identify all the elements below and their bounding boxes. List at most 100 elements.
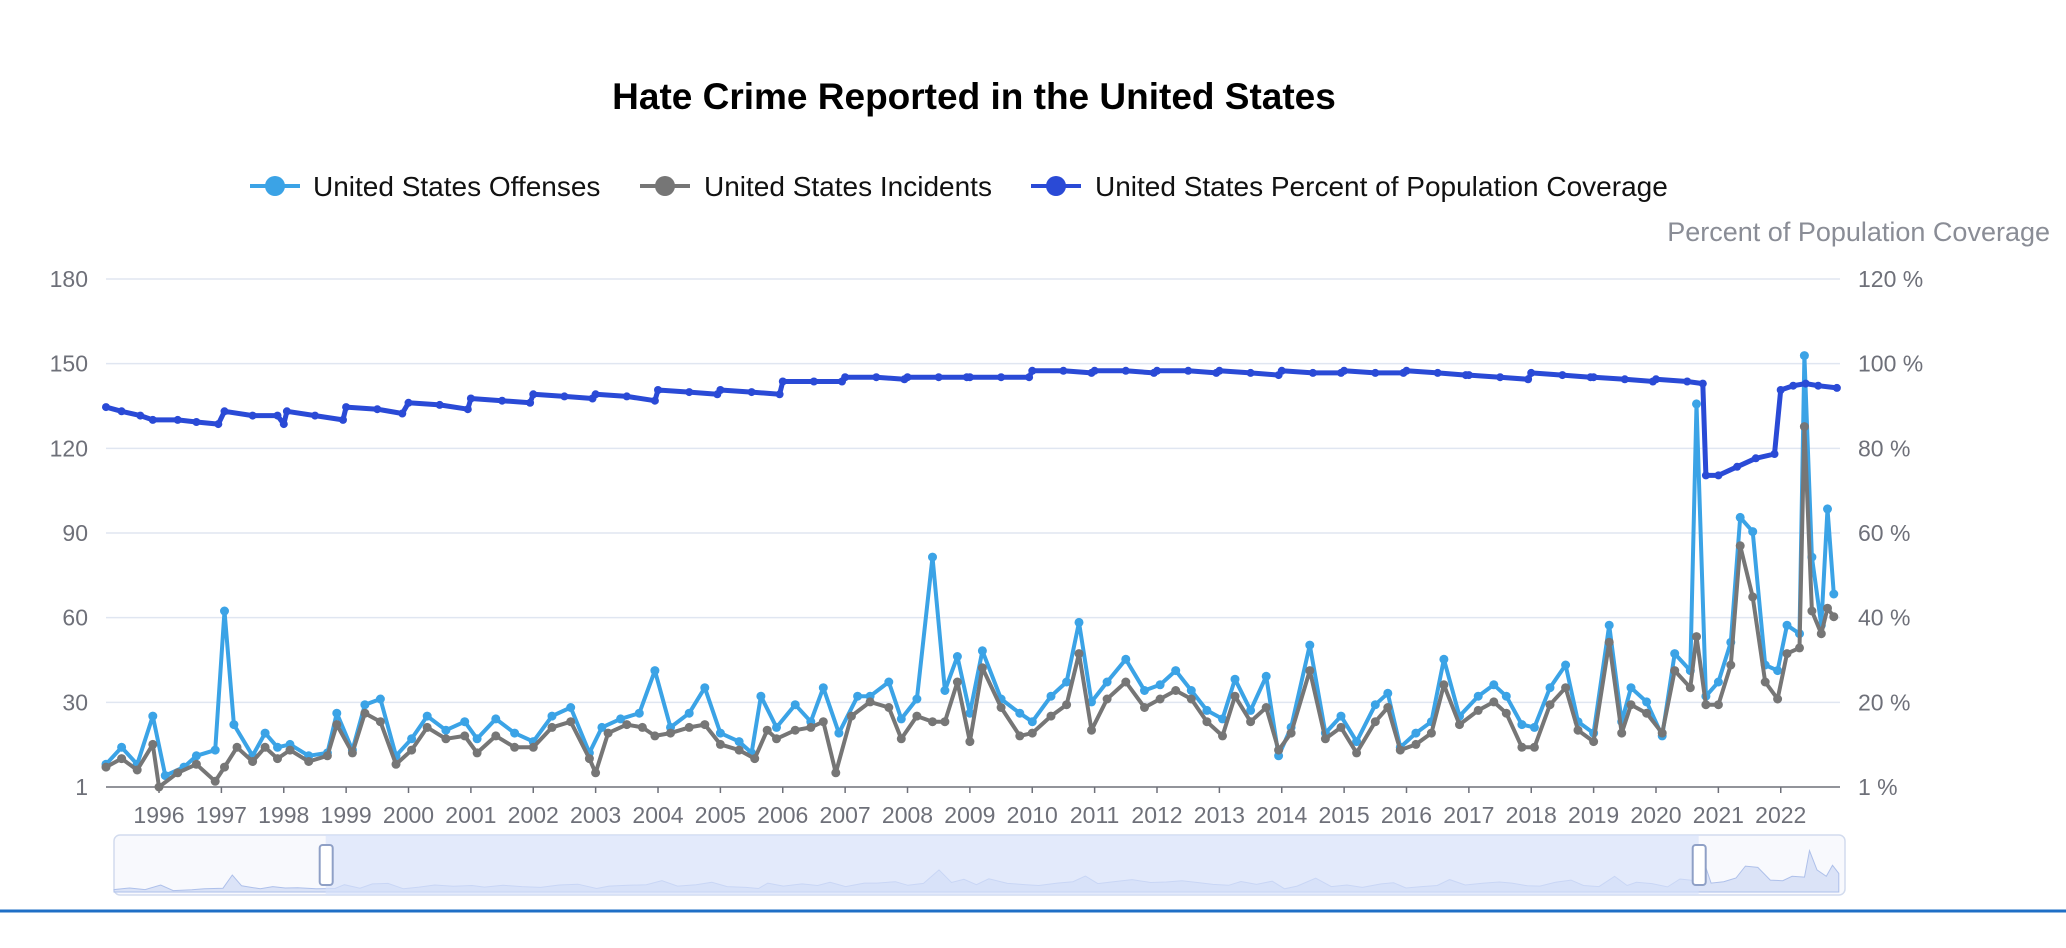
data-point-offenses[interactable]: [1336, 711, 1346, 721]
data-point-coverage[interactable]: [747, 388, 756, 397]
data-point-incidents[interactable]: [1230, 691, 1240, 701]
data-point-incidents[interactable]: [547, 722, 557, 732]
data-point-incidents[interactable]: [1305, 666, 1315, 676]
data-point-offenses[interactable]: [1155, 680, 1165, 690]
data-zoom-slider[interactable]: [113, 834, 1846, 896]
data-point-incidents[interactable]: [1795, 643, 1804, 653]
data-point-incidents[interactable]: [1062, 700, 1072, 710]
data-point-offenses[interactable]: [650, 666, 660, 676]
data-point-offenses[interactable]: [684, 708, 694, 718]
data-point-incidents[interactable]: [1383, 703, 1393, 712]
data-point-coverage[interactable]: [775, 390, 784, 399]
data-point-offenses[interactable]: [117, 742, 127, 752]
data-point-offenses[interactable]: [510, 728, 520, 738]
data-point-coverage[interactable]: [1340, 366, 1349, 375]
data-point-incidents[interactable]: [528, 742, 538, 752]
data-point-coverage[interactable]: [1059, 366, 1068, 375]
data-point-incidents[interactable]: [117, 754, 127, 764]
data-point-incidents[interactable]: [1411, 739, 1421, 749]
data-point-incidents[interactable]: [1439, 680, 1449, 690]
data-point-incidents[interactable]: [1604, 637, 1614, 647]
data-point-coverage[interactable]: [1184, 366, 1193, 375]
data-point-incidents[interactable]: [1816, 629, 1826, 639]
data-point-incidents[interactable]: [391, 759, 401, 769]
data-point-incidents[interactable]: [584, 754, 594, 764]
data-point-incidents[interactable]: [1626, 700, 1636, 710]
data-point-incidents[interactable]: [460, 731, 470, 741]
data-point-incidents[interactable]: [1286, 728, 1296, 738]
data-point-coverage[interactable]: [1371, 368, 1380, 377]
data-point-coverage[interactable]: [498, 396, 507, 405]
data-point-incidents[interactable]: [1102, 694, 1112, 704]
data-point-incidents[interactable]: [1015, 731, 1025, 741]
data-point-offenses[interactable]: [1439, 654, 1449, 664]
data-point-offenses[interactable]: [1370, 700, 1380, 710]
data-point-incidents[interactable]: [1140, 703, 1149, 712]
data-point-offenses[interactable]: [1218, 714, 1227, 724]
data-point-incidents[interactable]: [884, 703, 894, 712]
data-point-incidents[interactable]: [472, 748, 482, 758]
data-point-coverage[interactable]: [148, 415, 157, 424]
data-point-coverage[interactable]: [1527, 368, 1536, 377]
data-point-coverage[interactable]: [404, 398, 413, 407]
data-point-offenses[interactable]: [834, 728, 844, 738]
data-point-incidents[interactable]: [360, 708, 370, 718]
data-point-coverage[interactable]: [192, 418, 201, 426]
data-point-coverage[interactable]: [650, 396, 659, 405]
data-point-offenses[interactable]: [1561, 660, 1571, 670]
data-point-offenses[interactable]: [1529, 722, 1539, 732]
data-point-incidents[interactable]: [1455, 720, 1464, 730]
data-point-incidents[interactable]: [1773, 694, 1783, 704]
legend-item-offenses[interactable]: United States Offenses: [250, 171, 600, 202]
data-point-coverage[interactable]: [1153, 366, 1161, 375]
data-point-coverage[interactable]: [716, 386, 725, 394]
data-point-coverage[interactable]: [997, 373, 1006, 382]
data-point-offenses[interactable]: [634, 708, 644, 718]
data-point-coverage[interactable]: [220, 407, 229, 416]
data-point-offenses[interactable]: [260, 728, 270, 738]
data-point-incidents[interactable]: [965, 737, 975, 747]
slider-selected-range[interactable]: [325, 835, 1699, 895]
data-point-incidents[interactable]: [818, 717, 828, 727]
data-point-offenses[interactable]: [422, 711, 432, 721]
data-point-incidents[interactable]: [154, 782, 164, 792]
data-point-incidents[interactable]: [1748, 592, 1758, 602]
data-point-incidents[interactable]: [191, 759, 201, 769]
data-point-coverage[interactable]: [1558, 371, 1567, 380]
data-point-coverage[interactable]: [1814, 381, 1823, 390]
data-point-coverage[interactable]: [903, 373, 912, 382]
data-point-incidents[interactable]: [304, 757, 314, 766]
data-point-coverage[interactable]: [463, 405, 472, 414]
data-point-coverage[interactable]: [1652, 375, 1660, 384]
data-point-incidents[interactable]: [1155, 694, 1165, 704]
data-point-offenses[interactable]: [472, 734, 482, 744]
data-point-incidents[interactable]: [1799, 422, 1809, 432]
data-point-incidents[interactable]: [1320, 734, 1330, 744]
data-point-incidents[interactable]: [940, 717, 950, 727]
data-point-coverage[interactable]: [1832, 383, 1841, 392]
data-point-offenses[interactable]: [210, 745, 220, 755]
data-point-offenses[interactable]: [1121, 654, 1131, 664]
data-point-offenses[interactable]: [597, 722, 607, 732]
data-point-incidents[interactable]: [285, 745, 295, 755]
data-point-incidents[interactable]: [210, 776, 220, 786]
data-point-coverage[interactable]: [654, 386, 662, 394]
data-point-incidents[interactable]: [1760, 677, 1770, 687]
data-point-offenses[interactable]: [884, 677, 894, 687]
data-point-incidents[interactable]: [1274, 745, 1284, 755]
data-point-offenses[interactable]: [332, 708, 342, 718]
data-point-offenses[interactable]: [1713, 677, 1723, 687]
data-point-offenses[interactable]: [1015, 708, 1025, 718]
data-point-incidents[interactable]: [750, 754, 760, 764]
data-point-coverage[interactable]: [1524, 375, 1533, 384]
data-point-offenses[interactable]: [1140, 686, 1149, 695]
data-point-incidents[interactable]: [1685, 683, 1695, 693]
data-point-coverage[interactable]: [1770, 450, 1779, 458]
data-point-incidents[interactable]: [332, 720, 342, 730]
data-point-coverage[interactable]: [466, 394, 475, 403]
data-point-offenses[interactable]: [928, 552, 937, 562]
data-point-offenses[interactable]: [1545, 683, 1555, 693]
data-point-offenses[interactable]: [441, 725, 451, 735]
data-point-incidents[interactable]: [912, 711, 922, 721]
data-point-incidents[interactable]: [591, 768, 601, 778]
